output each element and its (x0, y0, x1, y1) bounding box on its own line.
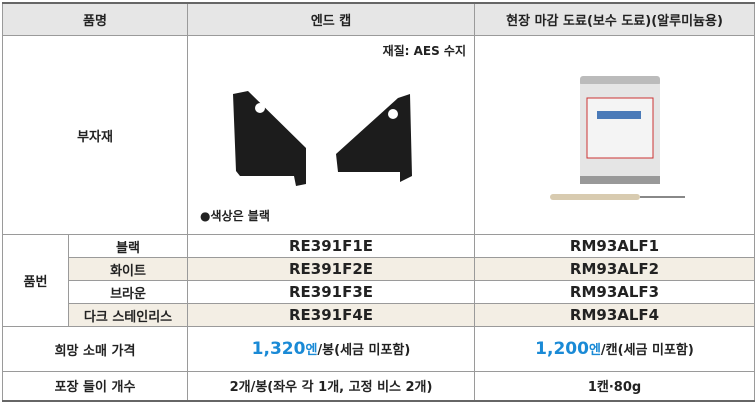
price-amount: 1,200 (535, 339, 589, 359)
packaging-cell: 1캔·80g (474, 371, 756, 401)
price-cell: 1,200엔/캔(세금 미포함) (474, 326, 756, 372)
price-unit: 엔 (588, 343, 601, 358)
end-cap-image (233, 91, 413, 186)
part-row: 다크 스테인리스 RE391F4E RM93ALF4 (3, 303, 756, 327)
part-number: RM93ALF4 (474, 303, 756, 327)
packaging-cell: 2개/봉(좌우 각 1개, 고정 비스 2개) (187, 371, 476, 401)
part-row: 화이트 RE391F2E RM93ALF2 (3, 257, 756, 281)
row-label: 포장 들이 개수 (1, 371, 189, 401)
part-number: RE391F3E (187, 280, 476, 304)
paint-can-image (550, 76, 686, 200)
part-number: RE391F4E (187, 303, 476, 327)
row-label: 품번 (2, 234, 69, 327)
color-name: 다크 스테인리스 (67, 303, 189, 327)
row-label: 부자재 (1, 35, 189, 235)
color-name: 브라운 (67, 280, 189, 304)
part-row: 브라운 RE391F3E RM93ALF3 (3, 280, 756, 304)
header-cell: 엔드 캡 (187, 2, 476, 36)
price-suffix: /캔(세금 미포함) (600, 343, 694, 358)
part-row: 품번 블랙 RE391F1E RM93ALF1 (2, 234, 756, 327)
image-cell: 재질: AES 수지 ●색상은 블랙 (187, 35, 476, 235)
color-name: 블랙 (67, 234, 189, 258)
price-amount: 1,320 (251, 339, 306, 359)
price-unit: 엔 (305, 343, 318, 358)
part-number: RM93ALF1 (474, 234, 756, 258)
part-number: RM93ALF3 (474, 280, 756, 304)
material-note: 재질: AES 수지 (382, 44, 467, 58)
part-number: RE391F1E (187, 234, 476, 258)
image-cell (474, 35, 756, 235)
color-name: 화이트 (67, 257, 189, 281)
header-cell: 현장 마감 도료(보수 도료)(알루미늄용) (474, 2, 756, 36)
header-cell: 품명 (1, 2, 189, 36)
color-note: ●색상은 블랙 (200, 209, 270, 223)
part-number: RM93ALF2 (474, 257, 756, 281)
price-suffix: /봉(세금 미포함) (317, 343, 411, 358)
row-label: 희망 소매 가격 (1, 326, 189, 372)
price-cell: 1,320엔/봉(세금 미포함) (187, 326, 476, 372)
part-number: RE391F2E (187, 257, 476, 281)
